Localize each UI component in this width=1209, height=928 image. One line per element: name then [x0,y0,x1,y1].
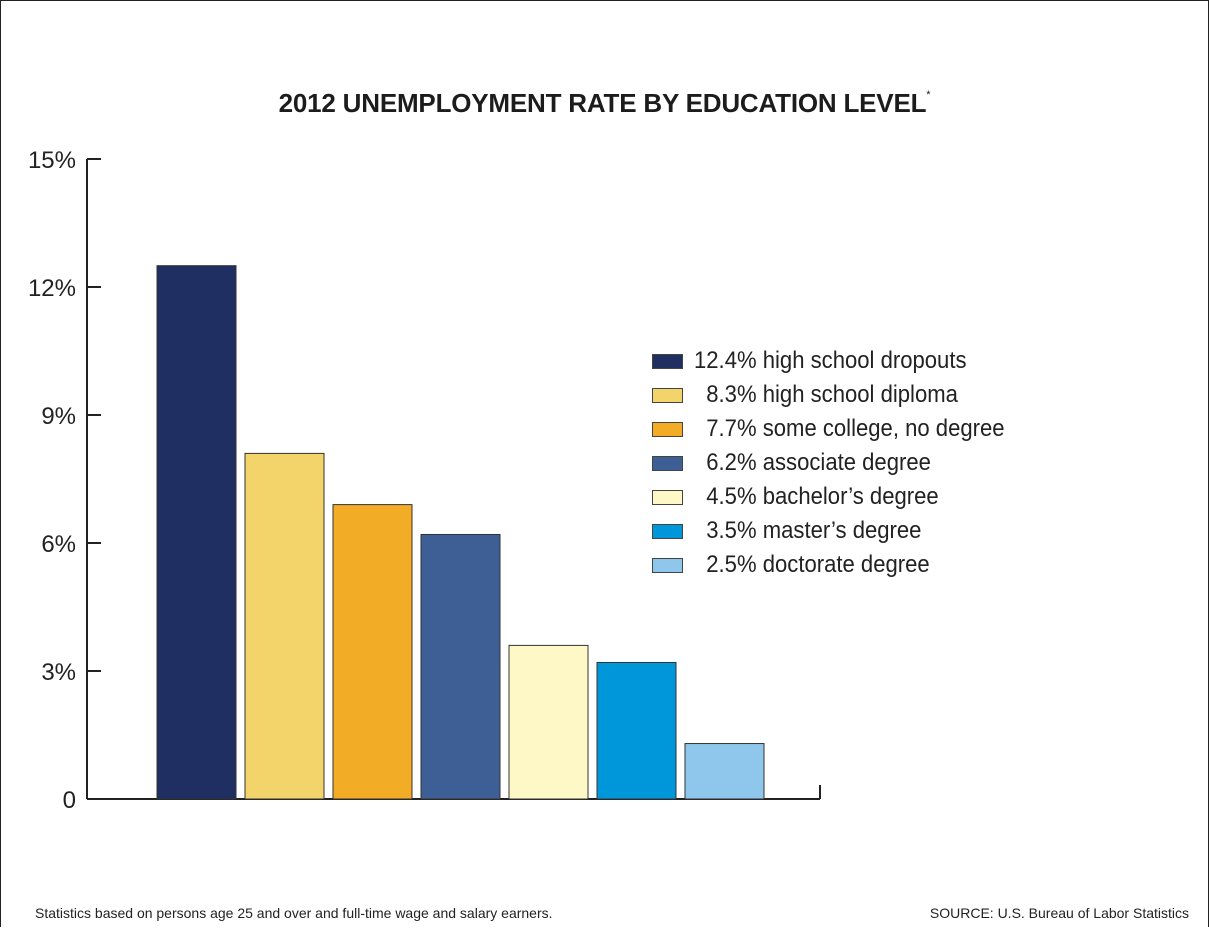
legend-swatch [652,455,683,471]
y-tick-label: 15% [28,147,76,174]
source-note: SOURCE: U.S. Bureau of Labor Statistics [929,905,1189,921]
legend-swatch [652,523,683,539]
footnote: Statistics based on persons age 25 and o… [35,905,553,921]
legend-label: 3.5% master’s degree [694,517,922,544]
legend-swatch [652,353,683,369]
legend-label: 2.5% doctorate degree [694,551,930,578]
bar-6 [596,661,677,800]
y-axis: 0 3% 6% 9% 12% 15% [28,147,821,814]
bar-2 [244,452,325,800]
chart-title-footnote-mark: * [926,89,931,102]
legend-label: 12.4% high school dropouts [694,347,967,374]
bar-1 [156,265,237,800]
y-tick-label: 12% [28,275,76,302]
y-tick-label: 0 [63,787,76,814]
bar-3 [332,504,413,800]
bars [156,265,765,800]
legend-item: 8.3% high school diploma [652,378,1032,412]
legend-item: 3.5% master’s degree [652,514,1032,548]
bar-5 [508,644,589,800]
legend-swatch [652,489,683,505]
legend-swatch [652,387,683,403]
bar-chart: 0 3% 6% 9% 12% 15% [28,147,821,814]
bar-4 [420,533,501,800]
bar-7 [684,743,765,800]
legend-label: 8.3% high school diploma [694,381,958,408]
legend-item: 7.7% some college, no degree [652,412,1032,446]
legend-label: 6.2% associate degree [694,449,931,476]
chart-title-text: 2012 UNEMPLOYMENT RATE BY EDUCATION LEVE… [278,88,927,118]
legend-item: 12.4% high school dropouts [652,344,1032,378]
legend-item: 4.5% bachelor’s degree [652,480,1032,514]
legend-item: 6.2% associate degree [652,446,1032,480]
legend-item: 2.5% doctorate degree [652,548,1032,582]
y-tick-label: 9% [41,403,76,430]
chart-title: 2012 UNEMPLOYMENT RATE BY EDUCATION LEVE… [0,88,1209,119]
y-tick-label: 3% [41,659,76,686]
legend: 12.4% high school dropouts 8.3% high sch… [652,344,1032,582]
legend-label: 7.7% some college, no degree [694,415,1005,442]
legend-swatch [652,421,683,437]
legend-label: 4.5% bachelor’s degree [694,483,939,510]
y-tick-label: 6% [41,531,76,558]
legend-swatch [652,557,683,573]
